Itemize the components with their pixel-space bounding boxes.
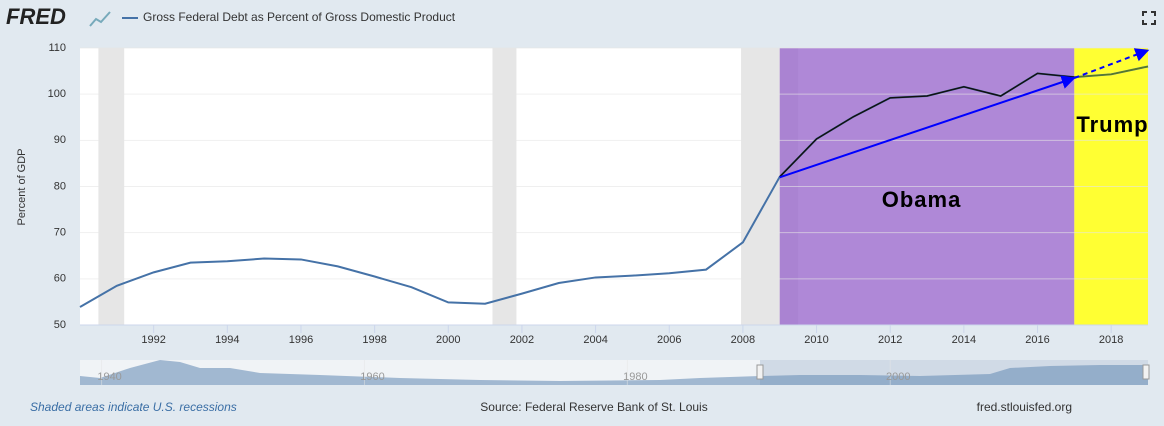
x-tick-label: 2002 xyxy=(510,334,534,346)
logo: FRED xyxy=(6,4,66,29)
y-tick-label: 110 xyxy=(48,42,66,54)
x-tick-label: 1994 xyxy=(215,334,239,346)
series-line-highlight xyxy=(779,72,1075,178)
legend-label: Gross Federal Debt as Percent of Gross D… xyxy=(143,10,456,24)
y-tick-label: 100 xyxy=(48,88,66,100)
y-tick-label: 50 xyxy=(54,319,66,331)
navigator-area xyxy=(80,360,1148,385)
navigator-handle[interactable] xyxy=(756,364,764,380)
navigator-selection[interactable] xyxy=(760,360,1148,385)
x-tick-label: 2000 xyxy=(436,334,460,346)
x-tick-label: 2018 xyxy=(1099,334,1123,346)
navigator-tick-label: 2000 xyxy=(886,371,910,383)
y-tick-label: 90 xyxy=(54,134,66,146)
footer-source: Source: Federal Reserve Bank of St. Loui… xyxy=(480,400,707,414)
navigator-tick-label: 1940 xyxy=(97,371,121,383)
navigator-tick-label: 1980 xyxy=(623,371,647,383)
arrow xyxy=(779,75,1076,179)
arrow xyxy=(1073,48,1150,79)
x-tick-label: 1996 xyxy=(289,334,313,346)
x-tick-label: 1992 xyxy=(141,334,165,346)
x-tick-label: 2012 xyxy=(878,334,902,346)
x-tick-label: 1998 xyxy=(362,334,386,346)
x-tick-label: 2006 xyxy=(657,334,681,346)
x-tick-label: 2016 xyxy=(1025,334,1049,346)
series-line-highlight xyxy=(1074,65,1149,78)
y-axis-label: Percent of GDP xyxy=(16,148,28,225)
x-tick-label: 2014 xyxy=(952,334,976,346)
footer-note[interactable]: Shaded areas indicate U.S. recessions xyxy=(30,400,237,414)
logo-icon xyxy=(89,11,111,27)
x-tick-label: 2008 xyxy=(731,334,755,346)
navigator-handle[interactable] xyxy=(1142,364,1150,380)
x-tick-label: 2004 xyxy=(583,334,607,346)
footer-url: fred.stlouisfed.org xyxy=(977,400,1072,414)
region-label: Obama xyxy=(882,187,962,212)
x-tick-label: 2010 xyxy=(804,334,828,346)
region-label: Trump xyxy=(1076,112,1148,137)
y-tick-label: 60 xyxy=(54,273,66,285)
y-tick-label: 70 xyxy=(54,227,66,239)
y-tick-label: 80 xyxy=(54,180,66,192)
fullscreen-icon[interactable] xyxy=(1142,11,1156,25)
navigator-tick-label: 1960 xyxy=(360,371,384,383)
